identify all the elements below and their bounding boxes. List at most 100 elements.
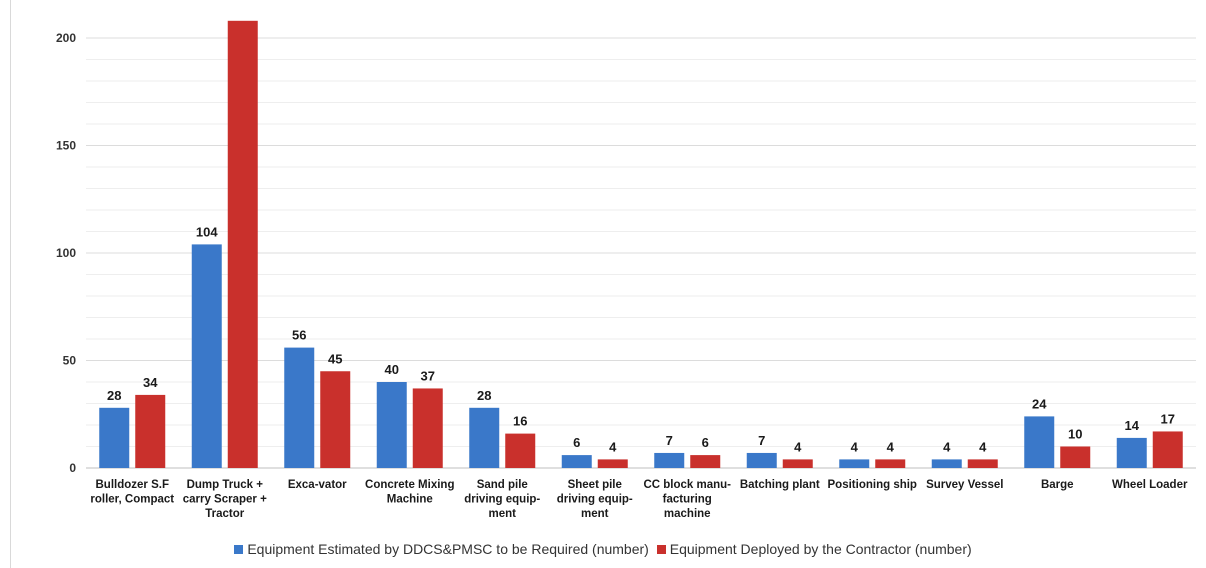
data-label-estimated: 56 (292, 328, 306, 343)
x-category-label-line: Survey Vessel (926, 479, 1003, 491)
x-category-label-line: facturing (663, 494, 712, 506)
data-label-estimated: 4 (943, 439, 951, 454)
bar-estimated (1116, 437, 1147, 468)
bar-estimated (561, 455, 592, 468)
x-category-label-line: Barge (1041, 479, 1074, 491)
x-category-label: Wheel Loader (1112, 479, 1188, 491)
y-tick-label: 100 (56, 246, 76, 260)
x-category-label-line: CC block manu- (643, 479, 731, 491)
bar-estimated (931, 459, 962, 468)
legend-label-estimated: Equipment Estimated by DDCS&PMSC to be R… (247, 541, 649, 557)
bar-estimated (469, 407, 500, 468)
legend-item-deployed[interactable]: Equipment Deployed by the Contractor (nu… (656, 541, 972, 557)
data-label-estimated: 24 (1032, 396, 1047, 411)
data-label-deployed: 37 (421, 368, 435, 383)
x-category-label-line: Sheet pile (568, 479, 622, 491)
x-category-label: Bulldozer S.F roller, Compact (90, 479, 174, 506)
data-label-estimated: 14 (1125, 418, 1140, 433)
bar-estimated (839, 459, 870, 468)
x-category-label-line: driving equip- (464, 494, 540, 506)
bar-deployed (135, 394, 166, 468)
data-label-estimated: 28 (107, 388, 121, 403)
x-axis: Bulldozer S.F roller, Compact Dump Truck +… (90, 479, 1188, 520)
bar-estimated (654, 452, 685, 468)
x-category-label: Concrete Mixing Machine (365, 479, 454, 506)
bar-deployed (320, 371, 351, 468)
x-category-label-line: Wheel Loader (1112, 479, 1188, 491)
bar-deployed (597, 459, 628, 468)
data-label-deployed: 10 (1068, 427, 1082, 442)
x-category-label: Barge (1041, 479, 1074, 491)
gridlines (86, 37, 1196, 469)
bar-deployed (875, 459, 906, 468)
x-category-label: Sand pile driving equip-ment (464, 479, 540, 520)
data-label-estimated: 6 (573, 435, 580, 450)
chart-frame-border (10, 0, 11, 568)
x-category-label-line: ment (489, 508, 517, 520)
bar-estimated (376, 382, 407, 468)
y-tick-label: 0 (69, 461, 76, 475)
x-category-label-line: ment (581, 508, 609, 520)
bar-deployed (505, 433, 536, 468)
x-category-label-line: Batching plant (740, 479, 820, 491)
y-tick-label: 150 (56, 139, 76, 153)
bar-estimated (284, 347, 315, 468)
x-category-label: Exca-vator (288, 479, 347, 491)
legend-swatch-red (656, 545, 666, 554)
data-label-estimated: 40 (385, 362, 399, 377)
data-label-estimated: 28 (477, 388, 491, 403)
bar-estimated (99, 407, 130, 468)
x-category-label-line: driving equip- (557, 494, 633, 506)
x-category-label-line: Dump Truck + (187, 479, 264, 491)
x-category-label: Sheet pile driving equip-ment (557, 479, 633, 520)
bar-deployed (1060, 446, 1091, 468)
bar-deployed (227, 20, 258, 469)
y-tick-label: 200 (56, 31, 76, 45)
legend: Equipment Estimated by DDCS&PMSC to be R… (0, 541, 1206, 557)
x-category-label-line: Sand pile (477, 479, 528, 491)
x-category-label: CC block manu-facturing machine (643, 479, 731, 520)
bar-deployed (1152, 431, 1183, 468)
x-category-label-line: Exca-vator (288, 479, 347, 491)
data-label-estimated: 7 (666, 433, 673, 448)
bar-deployed (690, 455, 721, 468)
data-label-deployed: 4 (979, 439, 987, 454)
bar-estimated (191, 244, 222, 468)
bar-deployed (782, 459, 813, 468)
data-label-deployed: 17 (1161, 411, 1175, 426)
bar-deployed (412, 388, 443, 468)
data-label-deployed: 34 (143, 375, 158, 390)
x-category-label-line: Machine (387, 494, 433, 506)
x-category-label-line: Tractor (205, 508, 245, 520)
x-category-label-line: Concrete Mixing (365, 479, 454, 491)
bar-estimated (1024, 416, 1055, 468)
x-category-label: Batching plant (740, 479, 820, 491)
x-category-label: Positioning ship (828, 479, 917, 491)
data-label-estimated: 4 (851, 439, 859, 454)
data-labels: 28 34 104 56 45 40 37 28 16 6 4 7 6 7 4 4 4 4 4 24 10 14 17 (107, 224, 1175, 454)
data-label-deployed: 6 (702, 435, 709, 450)
x-category-label: Dump Truck + carry Scraper + Tractor (183, 479, 267, 520)
data-label-deployed: 45 (328, 351, 342, 366)
data-label-deployed: 16 (513, 414, 527, 429)
data-label-deployed: 4 (794, 439, 802, 454)
x-category-label-line: Bulldozer S.F (96, 479, 169, 491)
legend-swatch-blue (234, 545, 244, 554)
data-label-deployed: 4 (609, 439, 617, 454)
y-tick-label: 50 (63, 354, 77, 368)
x-category-label: Survey Vessel (926, 479, 1003, 491)
data-label-estimated: 104 (196, 224, 218, 239)
y-axis: 0 50 100 150 200 (56, 31, 76, 475)
data-label-estimated: 7 (758, 433, 765, 448)
data-label-deployed: 4 (887, 439, 895, 454)
x-category-label-line: machine (664, 508, 711, 520)
x-category-label-line: roller, Compact (90, 494, 174, 506)
bar-deployed (967, 459, 998, 468)
legend-label-deployed: Equipment Deployed by the Contractor (nu… (669, 541, 972, 557)
bars (99, 20, 1183, 469)
legend-item-estimated[interactable]: Equipment Estimated by DDCS&PMSC to be R… (234, 541, 649, 557)
bar-estimated (746, 452, 777, 468)
x-category-label-line: Positioning ship (828, 479, 917, 491)
x-category-label-line: carry Scraper + (183, 494, 267, 506)
